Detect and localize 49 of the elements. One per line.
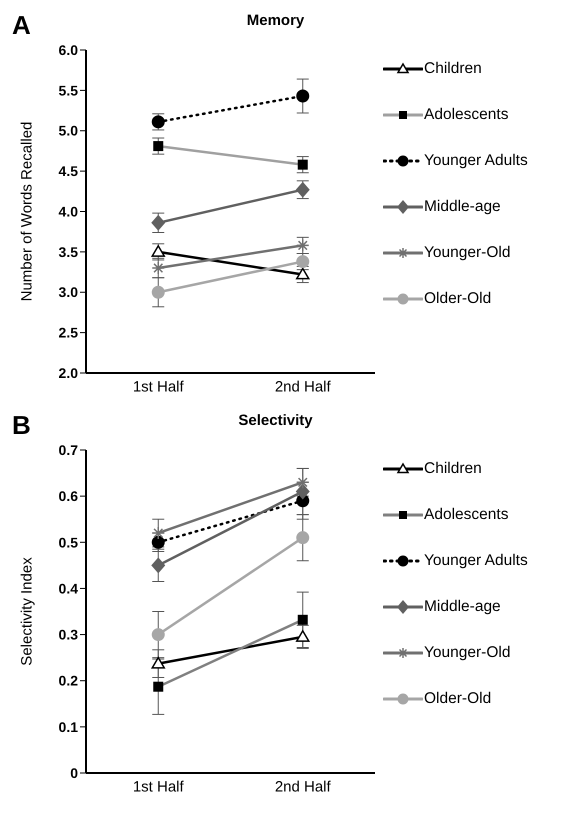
y-tick-label: 2.0 xyxy=(58,364,78,381)
legend-label: Younger Adults xyxy=(424,552,528,570)
point xyxy=(296,90,310,103)
y-tick-label: 0.5 xyxy=(58,534,78,550)
point xyxy=(151,557,166,574)
y-tick-label: 4.5 xyxy=(58,163,78,180)
y-tick-label: 0.7 xyxy=(58,442,78,458)
y-tick-label: 2.5 xyxy=(58,324,78,341)
y-axis-title: Number of Words Recalled xyxy=(18,122,36,302)
point xyxy=(296,476,310,490)
point xyxy=(152,536,165,549)
legend-label: Middle-age xyxy=(424,598,501,616)
y-tick-label: 3.5 xyxy=(58,244,78,260)
text: A xyxy=(12,10,31,41)
y-tick-label: 0.1 xyxy=(58,718,78,735)
legend-label: Older-Old xyxy=(424,690,492,708)
text: B xyxy=(12,410,31,441)
point xyxy=(152,261,165,275)
chart-title: Selectivity xyxy=(237,412,314,429)
y-tick-label: 3.0 xyxy=(58,284,78,300)
point xyxy=(152,628,165,642)
x-tick-label: 1st Half xyxy=(132,778,185,796)
legend-label: Adolescents xyxy=(424,506,508,524)
y-tick-label: 0.2 xyxy=(58,672,78,689)
y-tick-label: 4.0 xyxy=(58,203,78,220)
y-tick-label: 0.6 xyxy=(58,488,78,504)
y-tick-label: 0.3 xyxy=(58,626,78,643)
legend-label: Middle-age xyxy=(424,198,501,216)
point xyxy=(296,531,310,544)
legend-label: Younger-Old xyxy=(424,244,510,262)
y-tick-label: 0.4 xyxy=(58,580,78,596)
y-tick-label: 5.5 xyxy=(58,82,78,98)
x-tick-label: 2nd Half xyxy=(274,378,332,396)
y-tick-label: 0 xyxy=(70,764,78,781)
legend-label: Children xyxy=(424,460,482,478)
point xyxy=(152,286,165,299)
legend-label: Older-Old xyxy=(424,290,492,308)
chart-title: Memory xyxy=(246,12,306,29)
point xyxy=(296,484,310,500)
x-tick-label: 1st Half xyxy=(132,378,185,396)
legend-label: Adolescents xyxy=(424,106,508,124)
legend-label: Younger-Old xyxy=(424,644,510,662)
x-tick-label: 2nd Half xyxy=(274,778,332,796)
y-tick-label: 5.0 xyxy=(58,122,78,139)
legend-label: Younger Adults xyxy=(424,152,528,170)
y-tick-label: 6.0 xyxy=(58,42,78,58)
point xyxy=(152,526,165,540)
y-axis-title: Selectivity Index xyxy=(18,556,36,666)
legend-label: Children xyxy=(424,60,482,78)
